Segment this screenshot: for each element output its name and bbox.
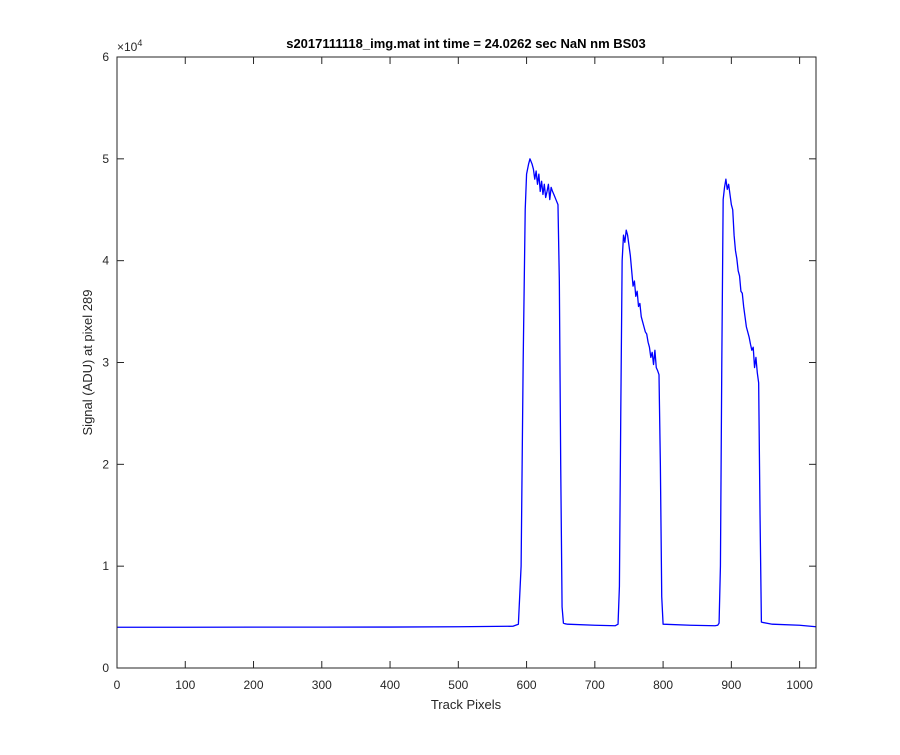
y-exponent-power: 4 bbox=[137, 38, 142, 48]
y-tick-label: 4 bbox=[102, 254, 109, 268]
y-tick-label: 3 bbox=[102, 356, 109, 370]
series-line bbox=[117, 158, 817, 628]
y-tick-label: 5 bbox=[102, 152, 109, 166]
x-tick-label: 0 bbox=[114, 678, 121, 692]
x-tick-label: 1000 bbox=[786, 678, 813, 692]
y-tick-label: 6 bbox=[102, 50, 109, 64]
x-tick-label: 200 bbox=[244, 678, 264, 692]
x-tick-label: 500 bbox=[448, 678, 468, 692]
x-tick-label: 300 bbox=[312, 678, 332, 692]
x-tick-label: 400 bbox=[380, 678, 400, 692]
y-axis-label: Signal (ADU) at pixel 289 bbox=[80, 290, 95, 436]
y-tick-label: 2 bbox=[102, 457, 109, 471]
chart-title: s2017111118_img.mat int time = 24.0262 s… bbox=[286, 36, 646, 51]
x-tick-label: 900 bbox=[721, 678, 741, 692]
y-exponent-multiplier: ×104 bbox=[117, 38, 142, 54]
x-tick-label: 600 bbox=[517, 678, 537, 692]
x-tick-label: 700 bbox=[585, 678, 605, 692]
y-tick-label: 0 bbox=[102, 661, 109, 675]
plot-frame bbox=[116, 56, 817, 669]
x-axis-label: Track Pixels bbox=[431, 697, 502, 712]
x-tick-label: 100 bbox=[175, 678, 195, 692]
axis-tick-labels: 0 100 200 300 400 500 600 700 800 900 1000 0 1 2 3 4 5 6 bbox=[102, 50, 813, 692]
x-tick-label: 800 bbox=[653, 678, 673, 692]
y-tick-label: 1 bbox=[102, 559, 109, 573]
plot-background bbox=[117, 57, 816, 668]
